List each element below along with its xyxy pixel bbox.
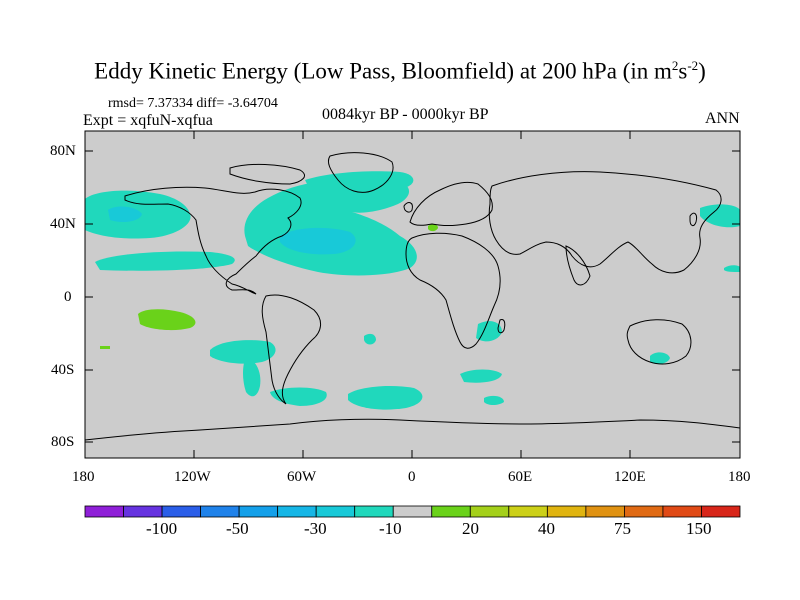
colorbar-label-minus30: -30: [304, 519, 327, 538]
coast-madagascar: [497, 319, 506, 334]
anomaly-north-pacific-core: [108, 206, 142, 222]
colorbar-box: [123, 505, 163, 518]
lat-tick-40S: 40S: [51, 362, 75, 378]
colorbar-box: [354, 505, 394, 518]
colorbar-box: [277, 505, 317, 518]
coast-uk: [403, 202, 413, 213]
coast-south-america: [261, 294, 321, 405]
coast-japan: [689, 212, 697, 227]
coastlines: [85, 152, 740, 441]
lon-tick-180-left: 180: [72, 469, 95, 485]
anomaly-mediterranean-positive: [428, 224, 438, 232]
colorbar: [84, 505, 741, 518]
colorbar-label-75: 75: [614, 519, 631, 538]
anomaly-east-pacific: [210, 340, 276, 364]
colorbar-box: [392, 505, 433, 518]
colorbar-box: [431, 505, 471, 518]
anomaly-pacific-strip: [95, 251, 235, 271]
anomaly-central-pacific-positive: [138, 309, 196, 331]
axis-ticks: [84, 131, 741, 458]
anomaly-small-positive: [100, 346, 110, 349]
anomaly-atlantic-core: [280, 227, 356, 255]
coast-antarctica: [85, 418, 740, 441]
anomaly-southern-africa: [476, 321, 502, 342]
lon-tick-0: 0: [408, 469, 416, 485]
experiment-label: Expt = xqfuN-xqfua: [83, 112, 213, 129]
anomaly-south-indian: [460, 369, 502, 383]
anomaly-south-america-west: [243, 356, 261, 397]
colorbar-box: [585, 505, 625, 518]
colorbar-box: [662, 505, 702, 518]
anomaly-arctic-strip: [305, 171, 414, 193]
colorbar-label-minus100: -100: [146, 519, 178, 538]
coast-europe: [409, 181, 493, 226]
anomaly-southern-ocean-small: [484, 395, 504, 405]
colorbar-box: [161, 505, 201, 518]
colorbar-box: [508, 505, 548, 518]
lat-tick-80N: 80N: [50, 143, 76, 159]
coast-africa: [405, 232, 501, 349]
coast-north-america: [124, 186, 302, 295]
anomaly-south-atlantic-small: [364, 333, 376, 345]
colorbar-box: [200, 505, 240, 518]
colorbar-box: [624, 505, 664, 518]
coast-india: [565, 245, 591, 286]
anomaly-north-atlantic: [244, 177, 417, 276]
lon-tick-60E: 60E: [508, 469, 533, 485]
colorbar-label-20: 20: [462, 519, 479, 538]
coast-greenland: [327, 152, 394, 193]
period-label: 0084kyr BP - 0000kyr BP: [322, 106, 489, 123]
anomaly-south-atlantic: [348, 386, 423, 410]
colorbar-box: [469, 505, 510, 518]
rmsd-diff-stats: rmsd= 7.37334 diff= -3.64704: [108, 96, 278, 111]
coast-asia: [488, 171, 722, 274]
anomaly-west-pacific-strip: [724, 265, 740, 272]
season-label: ANN: [705, 110, 740, 127]
anomaly-west-pacific: [700, 204, 740, 228]
anomaly-contours: [85, 171, 740, 410]
colorbar-box: [84, 505, 124, 518]
colorbar-label-150: 150: [686, 519, 712, 538]
colorbar-label-minus10: -10: [379, 519, 402, 538]
lon-tick-60W: 60W: [287, 469, 317, 485]
coast-canada-arctic: [229, 163, 305, 185]
colorbar-box: [238, 505, 279, 518]
lat-tick-0: 0: [64, 289, 72, 305]
lat-tick-80S: 80S: [51, 434, 75, 450]
colorbar-label-minus50: -50: [226, 519, 249, 538]
anomaly-australia: [650, 352, 670, 365]
lat-tick-40N: 40N: [50, 216, 76, 232]
lon-tick-120W: 120W: [174, 469, 211, 485]
lon-tick-120E: 120E: [614, 469, 646, 485]
coast-australia: [626, 319, 692, 365]
lon-tick-180-right: 180: [728, 469, 751, 485]
colorbar-label-40: 40: [538, 519, 555, 538]
plot-title: Eddy Kinetic Energy (Low Pass, Bloomfiel…: [94, 58, 706, 84]
colorbar-box: [315, 505, 356, 518]
colorbar-box: [701, 505, 741, 518]
colorbar-box: [546, 505, 587, 518]
